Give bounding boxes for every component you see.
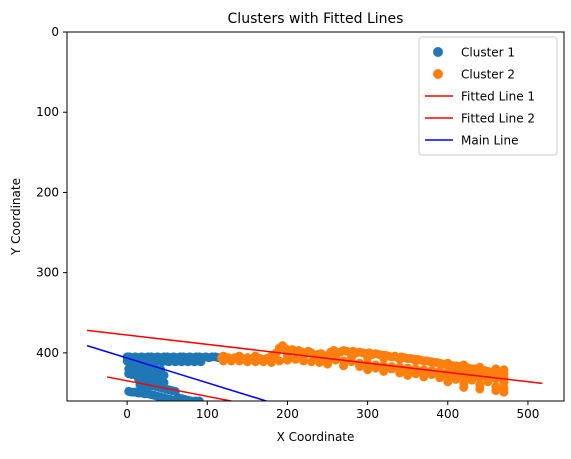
legend-marker xyxy=(433,69,443,79)
x-tick-label: 200 xyxy=(276,407,299,421)
cluster-2-point xyxy=(427,357,437,367)
cluster-2-point xyxy=(363,353,373,363)
x-axis-label: X Coordinate xyxy=(277,430,355,444)
fitted-line-2 xyxy=(106,376,236,401)
fitted-line-1 xyxy=(86,329,543,385)
y-tick-label: 100 xyxy=(36,105,59,119)
legend-marker xyxy=(433,47,443,57)
legend-frame xyxy=(418,36,558,156)
cluster-2-point xyxy=(499,387,509,397)
plot-frame xyxy=(66,31,565,402)
cluster-2-point xyxy=(475,384,485,394)
legend-label: Fitted Line 2 xyxy=(461,112,535,126)
y-tick-label: 0 xyxy=(51,25,59,39)
cluster-2-point xyxy=(258,357,268,367)
cluster-2-point xyxy=(363,365,373,375)
cluster-2-point xyxy=(298,352,308,362)
cluster-2-point xyxy=(467,375,477,385)
cluster-2-point xyxy=(347,352,357,362)
cluster-2-point xyxy=(491,386,501,396)
cluster-2-point xyxy=(395,368,405,378)
cluster-2-point xyxy=(379,353,389,363)
cluster-2-point xyxy=(483,377,493,387)
plot-area xyxy=(86,329,543,401)
x-tick-label: 400 xyxy=(436,407,459,421)
cluster-2-point xyxy=(371,363,381,373)
cluster-2-point xyxy=(242,357,252,367)
cluster-2-point xyxy=(339,361,349,371)
x-axis: 0 100 200 300 400 500 xyxy=(123,401,539,421)
cluster-2-point xyxy=(355,362,365,372)
cluster-2-point xyxy=(411,369,421,379)
x-tick-label: 500 xyxy=(516,407,539,421)
cluster-2-point xyxy=(323,359,333,369)
y-tick-label: 400 xyxy=(36,346,59,360)
cluster-2-point xyxy=(459,382,469,392)
cluster-2-point xyxy=(427,370,437,380)
cluster-2-point xyxy=(451,374,461,384)
cluster-2-point xyxy=(459,360,469,370)
x-tick-label: 300 xyxy=(356,407,379,421)
cluster-2-point xyxy=(443,377,453,387)
cluster-2-point xyxy=(226,356,236,366)
cluster-2-point xyxy=(290,354,300,364)
cluster-2-point xyxy=(419,372,429,382)
legend: Cluster 1 Cluster 2 Fitted Line 1 Fitted Li… xyxy=(418,36,558,156)
cluster-2-point xyxy=(443,358,453,368)
cluster-2-point xyxy=(403,370,413,380)
y-axis-label: Y Coordinate xyxy=(9,178,23,256)
cluster-1-point xyxy=(194,396,204,401)
chart-title: Clusters with Fitted Lines xyxy=(228,11,404,27)
main-line xyxy=(86,344,269,401)
x-tick-label: 0 xyxy=(123,407,131,421)
cluster-2-point xyxy=(475,362,485,372)
y-tick-label: 200 xyxy=(36,185,59,199)
cluster-2-point xyxy=(274,356,284,366)
cluster-2-point xyxy=(411,356,421,366)
y-tick-label: 300 xyxy=(36,266,59,280)
cluster-2-point xyxy=(395,354,405,364)
cluster-2-point xyxy=(491,364,501,374)
legend-label: Fitted Line 1 xyxy=(461,90,535,104)
cluster-2-point xyxy=(250,351,260,361)
cluster-1-point xyxy=(196,357,206,367)
legend-label: Main Line xyxy=(461,134,518,148)
cluster-2-point xyxy=(266,358,276,367)
legend-label: Cluster 2 xyxy=(461,68,515,82)
cluster-2-point xyxy=(379,366,389,376)
cluster-2-point xyxy=(234,351,244,361)
cluster-2-point xyxy=(266,351,276,361)
cluster-2-point xyxy=(218,351,228,361)
cluster-2-point xyxy=(306,357,316,367)
x-tick-label: 100 xyxy=(196,407,219,421)
y-axis: 0 100 200 300 400 xyxy=(36,25,67,360)
legend-label: Cluster 1 xyxy=(461,46,515,60)
cluster-2-point xyxy=(499,365,509,375)
cluster-2-point xyxy=(435,373,445,383)
